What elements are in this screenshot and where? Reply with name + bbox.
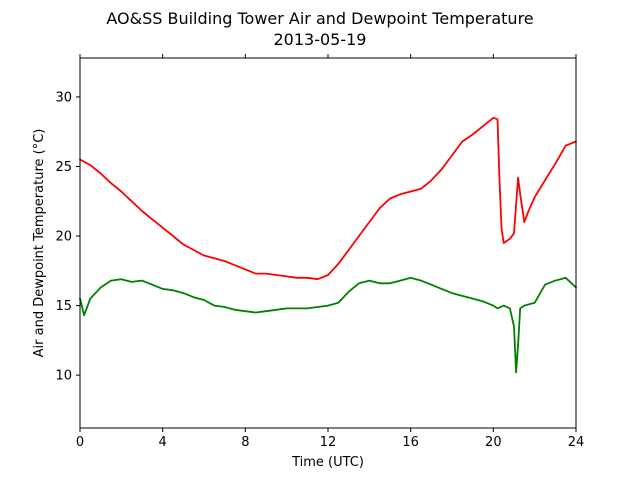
- plot-frame: [79, 57, 577, 429]
- y-tick-label: 10: [55, 369, 72, 384]
- x-tick-label: 4: [159, 435, 167, 450]
- series-layer: [79, 116, 577, 374]
- x-axis-label: Time (UTC): [291, 455, 364, 470]
- air-temperature-line: [79, 116, 577, 281]
- x-tick-label: 8: [241, 435, 249, 450]
- y-tick-label: 25: [55, 160, 72, 175]
- x-tick-label: 16: [402, 435, 419, 450]
- chart-subtitle: 2013-05-19: [274, 30, 367, 49]
- ticks-layer: 0 4 8 12 16 20 24 10 15 20 25 30: [55, 54, 584, 450]
- y-axis-label: Air and Dewpoint Temperature (°C): [32, 129, 47, 358]
- y-tick-label: 20: [55, 230, 72, 245]
- dewpoint-temperature-line: [79, 276, 577, 374]
- y-tick-label: 30: [55, 90, 72, 105]
- y-tick-label: 15: [55, 299, 72, 314]
- x-tick-label: 20: [485, 435, 502, 450]
- x-tick-label: 12: [320, 435, 337, 450]
- x-tick-label: 24: [568, 435, 585, 450]
- x-tick-label: 0: [76, 435, 84, 450]
- chart-title: AO&SS Building Tower Air and Dewpoint Te…: [106, 9, 533, 28]
